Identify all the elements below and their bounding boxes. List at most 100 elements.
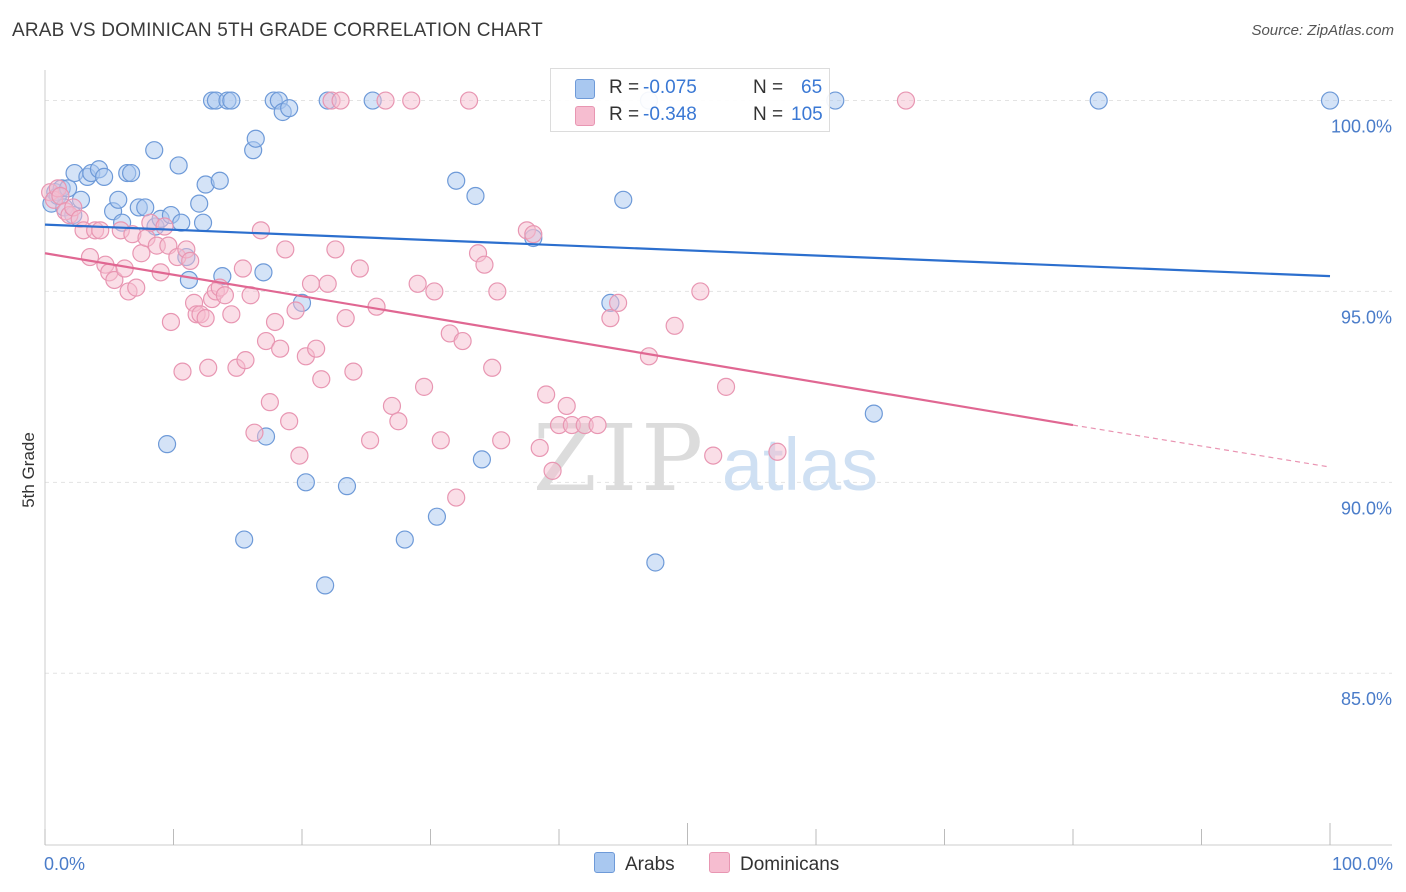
dominicans-point: [245, 423, 264, 442]
dominicans-point: [318, 274, 337, 293]
bottom-arabs-swatch: [594, 852, 615, 873]
dominicans-point: [588, 415, 607, 435]
chart-title: ARAB VS DOMINICAN 5TH GRADE CORRELATION …: [12, 20, 543, 41]
dominicans-point: [492, 431, 511, 450]
dominicans-point: [716, 377, 736, 396]
dominicans-point: [475, 255, 494, 274]
dominicans-swatch: [575, 106, 595, 126]
dominicans-point: [256, 331, 276, 351]
bottom-legend-dominicans: Dominicans: [709, 852, 839, 876]
y-tick-label: 95.0%: [1341, 307, 1392, 327]
y-axis-label: 5th Grade: [19, 432, 38, 508]
arabs-r-value: -0.075: [643, 77, 697, 98]
dominicans-point: [307, 339, 326, 358]
arabs-point: [169, 156, 188, 175]
dominicans-point: [609, 293, 628, 312]
bottom-legend-arabs: Arabs: [594, 852, 675, 876]
dominicans-point: [483, 358, 502, 377]
dominicans-point: [173, 362, 192, 381]
arabs-point: [179, 270, 199, 290]
dominicans-point: [127, 278, 146, 297]
dominicans-point: [768, 442, 787, 461]
dominicans-point: [331, 91, 350, 110]
dominicans-r-value: -0.348: [643, 104, 697, 125]
arabs-point: [210, 171, 229, 190]
arabs-point: [395, 530, 414, 549]
y-tick-labels: 85.0% 90.0% 95.0% 100.0%: [1331, 117, 1392, 710]
arabs-point: [296, 473, 315, 492]
arabs-point: [222, 91, 241, 110]
bottom-dominicans-swatch: [709, 852, 730, 873]
x-tick-label-min: 0.0%: [44, 854, 85, 874]
dominicans-point: [453, 331, 472, 351]
arabs-point: [254, 263, 273, 282]
y-tick-label: 85.0%: [1341, 689, 1392, 709]
bottom-arabs-label: Arabs: [625, 854, 675, 875]
arabs-point: [235, 530, 254, 549]
source-credit: Source: ZipAtlas.com: [1251, 22, 1394, 39]
dominicans-point: [524, 225, 543, 244]
dominicans-point: [91, 221, 110, 240]
arabs-point: [145, 141, 164, 160]
arabs-point: [614, 190, 633, 209]
arabs-point: [280, 99, 299, 118]
dominicans-point: [382, 396, 402, 416]
dominicans-point: [80, 247, 100, 267]
dominicans-n-label: N =: [753, 104, 784, 125]
arabs-point: [316, 576, 335, 595]
dominicans-point: [402, 91, 421, 110]
dominicans-point: [222, 305, 241, 324]
dominicans-point: [132, 244, 151, 263]
dominicans-point: [530, 438, 549, 458]
dominicans-point: [376, 91, 395, 110]
dominicans-point: [691, 282, 710, 301]
dominicans-point: [286, 301, 305, 320]
dominicans-point: [215, 286, 234, 305]
dominicans-point: [408, 274, 427, 293]
dominicans-point: [639, 347, 659, 366]
dominicans-point: [196, 309, 215, 328]
arabs-r-label: R =: [609, 77, 640, 98]
dominicans-trend-extension: [1072, 424, 1331, 468]
arabs-point: [157, 435, 177, 454]
dominicans-point: [431, 431, 450, 450]
x-tick-labels: 0.0% 100.0%: [44, 854, 1393, 874]
arabs-point: [95, 167, 114, 186]
dominicans-point: [704, 446, 723, 465]
x-tick-label-max: 100.0%: [1332, 854, 1393, 874]
arabs-point: [193, 213, 213, 232]
dominicans-point: [537, 385, 556, 404]
dominicans-point: [290, 446, 309, 465]
dominicans-point: [425, 282, 444, 301]
arabs-n-value: 65: [801, 77, 823, 98]
zipatlas-watermark: ZIP atlas: [533, 405, 878, 512]
dominicans-point: [161, 312, 181, 332]
dominicans-point: [389, 412, 408, 431]
arabs-point: [190, 194, 209, 213]
dominicans-point: [312, 370, 331, 389]
dominicans-point: [336, 309, 355, 328]
arabs-n-label: N =: [753, 77, 784, 98]
dominicans-point: [488, 282, 507, 301]
arabs-swatch: [575, 79, 595, 99]
arabs-trend-line: [44, 223, 1331, 278]
dominicans-point: [199, 358, 218, 377]
arabs-point: [246, 129, 265, 148]
dominicans-point: [105, 270, 124, 290]
arabs-point: [1320, 91, 1340, 110]
arabs-point: [646, 553, 665, 572]
arabs-point: [172, 213, 191, 232]
dominicans-point: [361, 431, 380, 450]
y-tick-label: 90.0%: [1341, 498, 1392, 518]
dominicans-point: [896, 91, 916, 110]
dominicans-point: [301, 274, 321, 293]
dominicans-point: [181, 251, 200, 270]
dominicans-point: [459, 91, 479, 110]
series-arabs-points: [42, 91, 1340, 595]
arabs-point: [447, 171, 466, 190]
watermark-atlas: atlas: [722, 423, 878, 506]
dominicans-point: [557, 396, 576, 416]
dominicans-trend-line: [44, 252, 1074, 427]
dominicans-point: [350, 259, 369, 278]
correlation-legend: R = -0.075 N = 65 R = -0.348 N = 105: [550, 68, 830, 132]
